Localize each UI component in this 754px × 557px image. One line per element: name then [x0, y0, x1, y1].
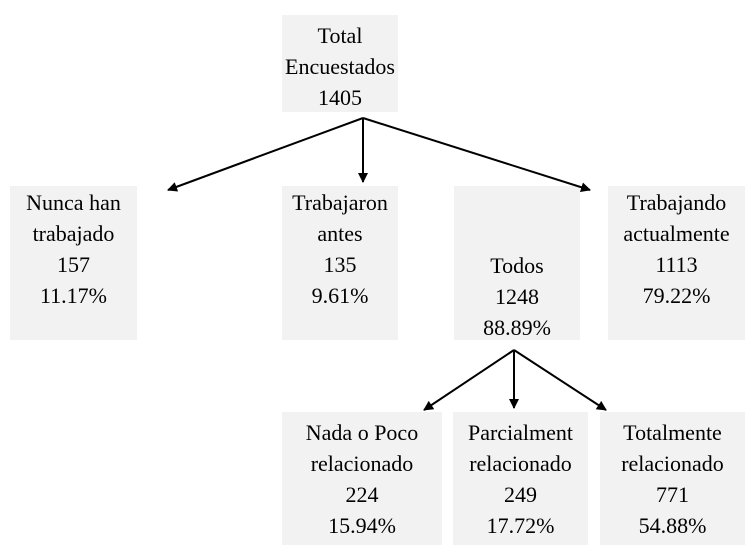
node-text: Trabajaron — [292, 190, 388, 215]
boxes — [10, 15, 745, 545]
node-text: 79.22% — [643, 283, 711, 308]
node-text: Nada o Poco — [306, 420, 418, 445]
arrow — [423, 349, 515, 411]
node-text: Trabajando — [627, 190, 726, 215]
node-text: Total — [318, 23, 363, 48]
node-text: actualmente — [623, 221, 729, 246]
node-text: Todos — [490, 253, 543, 278]
node-text: relacionado — [469, 451, 572, 476]
node-text: relacionado — [621, 451, 724, 476]
node-text: 54.88% — [639, 513, 707, 538]
node-text: 15.94% — [328, 513, 396, 538]
node-text: Totalmente — [623, 420, 722, 445]
node-box — [282, 412, 442, 545]
node-text: 88.89% — [483, 315, 551, 340]
node-box — [453, 412, 588, 545]
node-text: 11.17% — [40, 283, 107, 308]
node-text: 135 — [324, 252, 357, 277]
arrow — [513, 349, 607, 411]
arrow — [167, 117, 364, 192]
node-text: 771 — [656, 482, 689, 507]
node-box — [454, 186, 580, 340]
node-text: Nunca han — [26, 190, 121, 215]
node-text: 249 — [504, 482, 537, 507]
arrows — [167, 117, 607, 411]
node-text: Parcialment — [468, 420, 573, 445]
node-box — [282, 186, 398, 340]
node-text: 1113 — [655, 252, 697, 277]
node-text: 224 — [346, 482, 379, 507]
node-text: 9.61% — [312, 283, 369, 308]
node-box — [282, 15, 398, 112]
node-text: 157 — [57, 252, 90, 277]
node-text: trabajado — [33, 221, 115, 246]
node-text: Encuestados — [285, 54, 395, 79]
node-text: 17.72% — [487, 513, 555, 538]
node-box — [600, 412, 745, 545]
node-box — [10, 186, 137, 340]
node-box — [608, 186, 745, 340]
arrow — [362, 117, 591, 193]
node-text: 1405 — [318, 85, 362, 110]
node-text: antes — [317, 221, 362, 246]
node-text: relacionado — [311, 451, 414, 476]
node-text: 1248 — [495, 284, 539, 309]
labels: Total Encuestados 1405 Nunca han trabajado 15… — [26, 23, 729, 538]
